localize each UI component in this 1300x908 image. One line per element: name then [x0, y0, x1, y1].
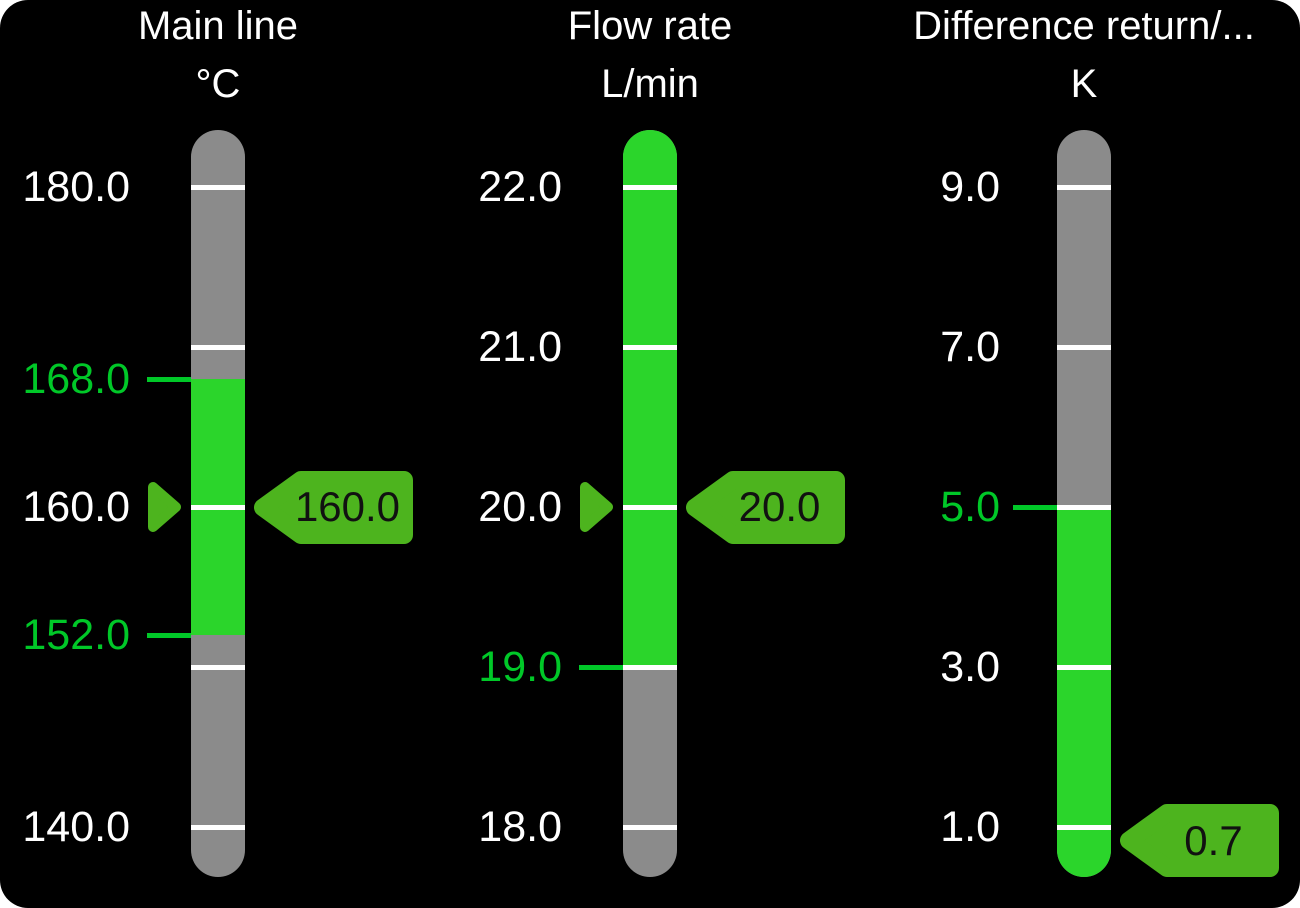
scale-tick — [191, 824, 245, 830]
value-pointer-icon[interactable] — [146, 479, 182, 535]
scale-label: 20.0 — [478, 483, 562, 531]
value-pointer-icon[interactable] — [578, 479, 614, 535]
scale-tick — [1057, 504, 1111, 510]
scale-label: 180.0 — [22, 163, 130, 211]
scale-label: 160.0 — [22, 483, 130, 531]
limit-label: 5.0 — [940, 483, 1000, 531]
limit-label: 168.0 — [22, 355, 130, 403]
gauge-bar — [623, 130, 677, 877]
scale-tick — [1057, 344, 1111, 350]
scale-label: 3.0 — [940, 643, 1000, 691]
value-badge[interactable]: 20.0 — [685, 470, 848, 544]
scale-label: 7.0 — [940, 323, 1000, 371]
limit-line — [579, 664, 623, 670]
scale-tick — [1057, 184, 1111, 190]
scale-label: 1.0 — [940, 803, 1000, 851]
gauge-green-zone — [1057, 507, 1111, 877]
scale-tick — [191, 184, 245, 190]
scale-tick — [191, 504, 245, 510]
scale-tick — [623, 184, 677, 190]
value-badge-text: 0.7 — [1184, 816, 1243, 864]
value-badge-text: 160.0 — [294, 483, 401, 530]
limit-line — [1013, 504, 1057, 510]
gauge-green-zone — [623, 130, 677, 667]
limit-line — [147, 632, 191, 638]
limit-line — [147, 376, 191, 382]
value-badge-text: 20.0 — [738, 483, 821, 530]
scale-label: 18.0 — [478, 803, 562, 851]
gauge-unit: °C — [195, 62, 241, 106]
value-badge[interactable]: 160.0 — [253, 470, 416, 544]
value-badge[interactable]: 0.7 — [1119, 804, 1282, 877]
scale-tick — [623, 344, 677, 350]
limit-label: 152.0 — [22, 611, 130, 659]
gauge-title: Flow rate — [567, 4, 733, 48]
gauge-unit: K — [1070, 62, 1098, 106]
gauge-bar — [1057, 130, 1111, 877]
scale-tick — [191, 344, 245, 350]
scale-label: 9.0 — [940, 163, 1000, 211]
scale-tick — [1057, 664, 1111, 670]
limit-label: 19.0 — [478, 643, 562, 691]
gauge-title: Main line — [137, 4, 299, 48]
scale-label: 22.0 — [478, 163, 562, 211]
gauge-title: Difference return/... — [913, 4, 1255, 48]
gauge-bar — [191, 130, 245, 877]
scale-label: 21.0 — [478, 323, 562, 371]
scale-tick — [623, 664, 677, 670]
scale-tick — [623, 824, 677, 830]
scale-tick — [623, 504, 677, 510]
scale-label: 140.0 — [22, 803, 130, 851]
scale-tick — [1057, 824, 1111, 830]
gauge-unit: L/min — [601, 62, 699, 106]
scale-tick — [191, 664, 245, 670]
